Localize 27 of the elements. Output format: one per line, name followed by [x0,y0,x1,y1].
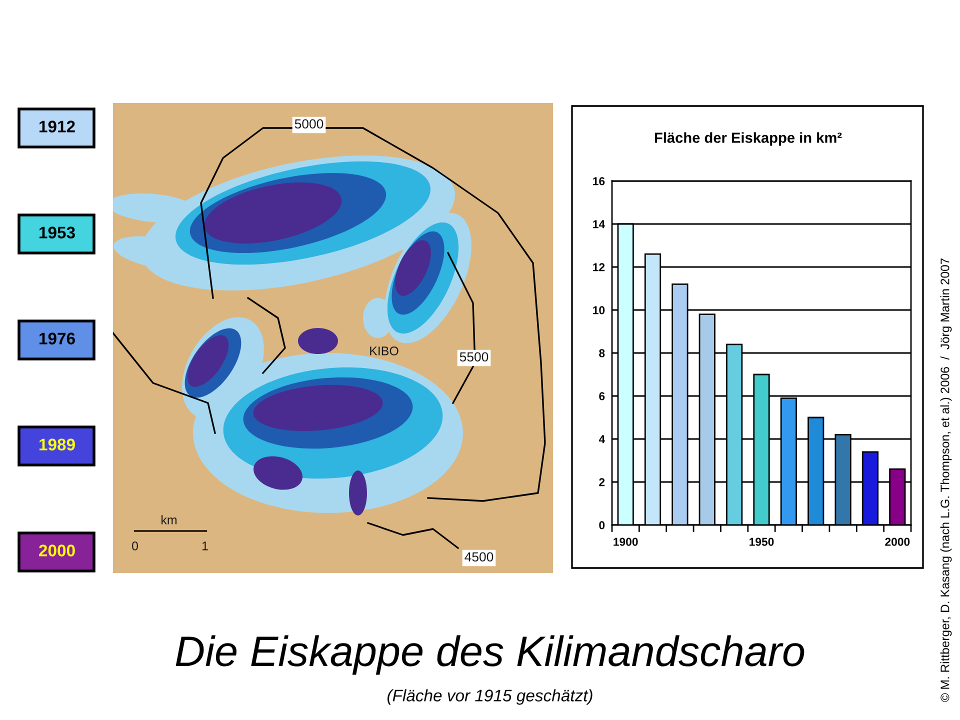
text: 1989 [40,438,75,450]
y-tick-label: 14 [593,220,605,228]
text: 5000 [294,119,324,129]
y-tick-label: 16 [593,177,605,186]
y-tick-label: 4 [598,435,605,444]
x-tick-label: 1950 [750,538,774,546]
y-tick-label: 8 [599,349,605,358]
text: © M. Rittberger, D. Kasang (nach L.G. Thompson, et al.) 2006 / Jörg Martin 2007 [940,258,952,702]
y-tick-label: 6 [599,392,605,400]
text: 5500 [460,352,488,362]
text: 0 [132,542,138,550]
x-tick-label: 2000 [885,538,910,546]
text: 1 [202,542,208,550]
text: 4500 [464,552,494,562]
y-tick-label: 2 [599,478,605,486]
text: km [162,515,177,524]
chart-title: Fläche der Eiskappe in km² [654,132,842,146]
y-tick-label: 12 [593,263,605,272]
y-tick-label: 0 [599,521,605,530]
x-tick-label: 1900 [614,538,638,546]
text: KIBO [370,346,398,356]
y-tick-label: 10 [593,306,605,314]
text: 1953 [40,226,75,238]
text: 1976 [40,332,75,344]
text: (Fläche vor 1915 geschätzt) [387,689,592,705]
text: Die Eiskappe des Kilimandscharo [176,635,804,675]
text: 1912 [40,120,75,132]
